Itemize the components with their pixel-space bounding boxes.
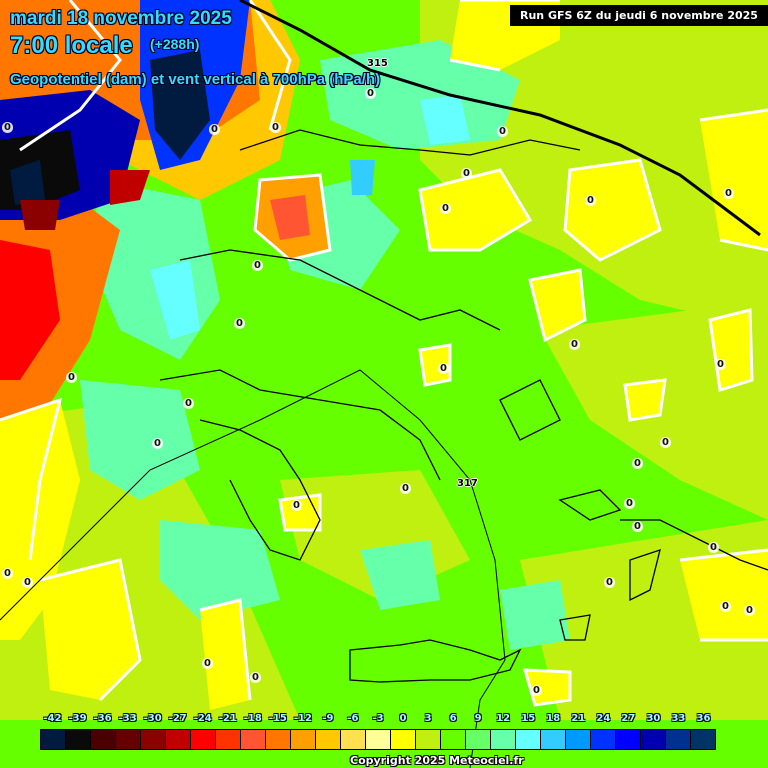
zero-contour-label: 0 (291, 500, 302, 511)
legend-swatch (41, 730, 66, 749)
zero-contour-label: 0 (438, 363, 449, 374)
zero-contour-label: 0 (252, 260, 263, 271)
zero-contour-label: 0 (2, 122, 13, 133)
geopotential-label-315: 315 (367, 58, 388, 69)
legend-swatch (166, 730, 191, 749)
forecast-date: mardi 18 novembre 2025 (10, 8, 232, 29)
zero-contour-label: 0 (708, 542, 719, 553)
legend-tick-label: -21 (218, 713, 237, 724)
legend-tick-label: 0 (399, 713, 407, 724)
legend-swatch (666, 730, 691, 749)
legend-tick-label: 6 (449, 713, 457, 724)
legend-tick-label: 12 (496, 713, 511, 724)
legend-swatch (616, 730, 641, 749)
legend-ticks: -42 -39 -36 -33 -30 -27 -24 -21 -18 -15 -12 -9 -6 -3 0… (40, 713, 716, 729)
zero-contour-label: 0 (632, 521, 643, 532)
legend-tick-label: -3 (372, 713, 384, 724)
zero-contour-label: 0 (2, 568, 13, 579)
geopotential-label-317: 317 (457, 478, 478, 489)
legend-tick-label: 27 (621, 713, 636, 724)
legend-swatch (691, 730, 715, 749)
legend-tick-label: 3 (424, 713, 432, 724)
legend-tick-label: -33 (118, 713, 137, 724)
zero-contour-label: 0 (22, 577, 33, 588)
legend-tick-label: -6 (347, 713, 359, 724)
legend-swatch (416, 730, 441, 749)
legend-swatch (641, 730, 666, 749)
legend-swatch (116, 730, 141, 749)
legend-swatch (516, 730, 541, 749)
zero-contour-label: 0 (365, 88, 376, 99)
zero-contour-label: 0 (461, 168, 472, 179)
zero-contour-label: 0 (66, 372, 77, 383)
legend-swatch (341, 730, 366, 749)
zero-contour-label: 0 (632, 458, 643, 469)
legend-swatch (541, 730, 566, 749)
legend-swatch (491, 730, 516, 749)
zero-contour-label: 0 (585, 195, 596, 206)
legend-tick-label: 15 (521, 713, 536, 724)
zero-contour-label: 0 (400, 483, 411, 494)
legend-tick-label: -18 (243, 713, 262, 724)
copyright: Copyright 2025 Meteociel.fr (350, 754, 524, 767)
zero-contour-label: 0 (202, 658, 213, 669)
legend-swatch (266, 730, 291, 749)
zero-contour-label: 0 (270, 122, 281, 133)
zero-contour-label: 0 (152, 438, 163, 449)
legend-swatch (66, 730, 91, 749)
zero-contour-label: 0 (660, 437, 671, 448)
legend-tick-label: -12 (293, 713, 312, 724)
legend-swatch (391, 730, 416, 749)
legend-tick-label: -36 (93, 713, 112, 724)
legend-tick-label: 21 (571, 713, 586, 724)
zero-contour-label: 0 (250, 672, 261, 683)
legend-swatch (141, 730, 166, 749)
legend-color-bar (40, 729, 716, 750)
zero-contour-label: 0 (720, 601, 731, 612)
zero-contour-label: 0 (209, 124, 220, 135)
zero-contour-label: 0 (497, 126, 508, 137)
legend-swatch (591, 730, 616, 749)
legend-tick-label: -42 (43, 713, 62, 724)
legend-tick-label: 18 (546, 713, 561, 724)
legend-swatch (441, 730, 466, 749)
legend-swatch (291, 730, 316, 749)
legend-tick-label: -24 (193, 713, 212, 724)
zero-contour-label: 0 (744, 605, 755, 616)
zero-contour-label: 0 (569, 339, 580, 350)
legend-swatch (216, 730, 241, 749)
legend-tick-label: 9 (474, 713, 482, 724)
run-info-box: Run GFS 6Z du jeudi 6 novembre 2025 (510, 5, 768, 26)
zero-contour-label: 0 (234, 318, 245, 329)
legend-tick-label: -15 (268, 713, 287, 724)
legend-tick-label: 33 (671, 713, 686, 724)
parameter-title: Geopotentiel (dam) et vent vertical à 70… (10, 71, 381, 88)
legend-tick-label: -30 (143, 713, 162, 724)
zero-contour-label: 0 (440, 203, 451, 214)
zero-contour-label: 0 (604, 577, 615, 588)
zero-contour-label: 0 (531, 685, 542, 696)
legend-swatch (241, 730, 266, 749)
legend-swatch (366, 730, 391, 749)
lead-time: (+288h) (150, 36, 200, 52)
zero-contour-label: 0 (715, 359, 726, 370)
color-legend: -42 -39 -36 -33 -30 -27 -24 -21 -18 -15 -12 -9 -6 -3 0… (40, 713, 716, 750)
legend-tick-label: 30 (646, 713, 661, 724)
legend-swatch (316, 730, 341, 749)
legend-swatch (466, 730, 491, 749)
zero-contour-label: 0 (723, 188, 734, 199)
legend-swatch (566, 730, 591, 749)
legend-tick-label: 36 (696, 713, 711, 724)
legend-swatch (91, 730, 116, 749)
legend-tick-label: 24 (596, 713, 611, 724)
legend-tick-label: -39 (68, 713, 87, 724)
legend-tick-label: -9 (322, 713, 334, 724)
legend-tick-label: -27 (168, 713, 187, 724)
forecast-time: 7:00 locale (10, 32, 133, 59)
legend-swatch (191, 730, 216, 749)
zero-contour-label: 0 (624, 498, 635, 509)
zero-contour-label: 0 (183, 398, 194, 409)
